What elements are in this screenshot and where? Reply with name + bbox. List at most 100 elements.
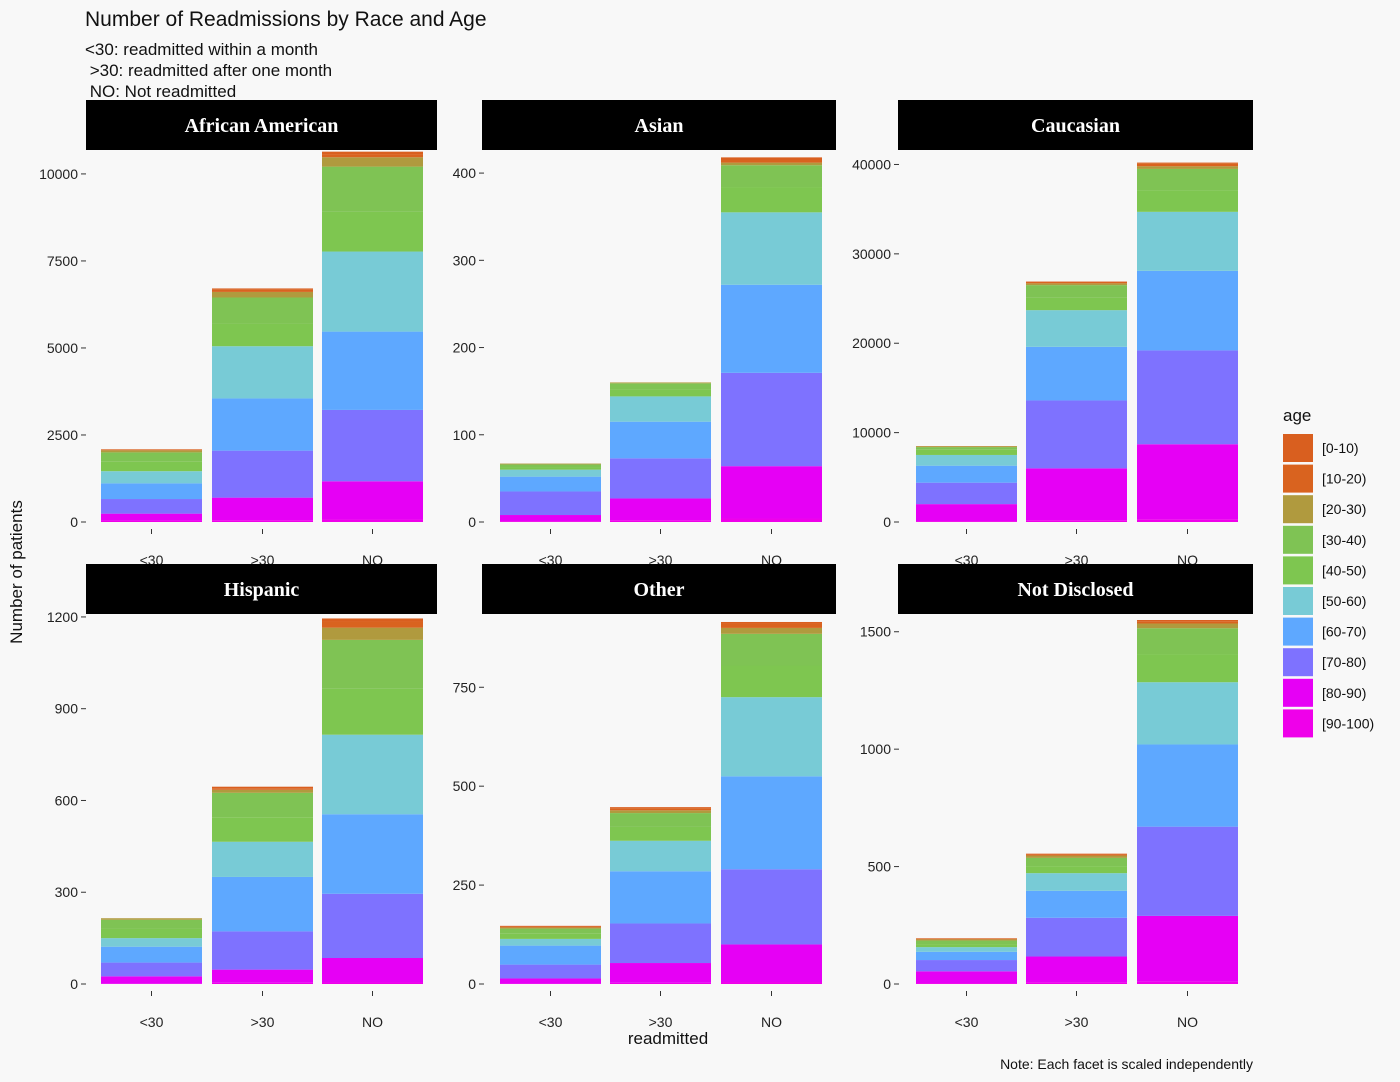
subtitle-line-2: >30: readmitted after one month	[85, 61, 332, 80]
bar-segment-80-90	[500, 515, 601, 521]
bar-segment-80-90	[610, 498, 711, 520]
bar-segment-80-90	[322, 958, 423, 982]
bar-segment-80-90	[212, 498, 313, 521]
bar-segment-50-60	[212, 842, 313, 877]
bar-segment-50-60	[322, 735, 423, 815]
bar-segment-10-20	[101, 450, 202, 451]
bar-segment-20-30	[916, 446, 1017, 447]
legend-swatch-30-40	[1283, 526, 1313, 554]
bar-segment-30-40	[101, 452, 202, 461]
bar-segment-40-50	[101, 462, 202, 471]
bar-segment-30-40	[101, 920, 202, 929]
legend-swatch-90-100	[1283, 709, 1313, 737]
y-axis-title: Number of patients	[7, 500, 26, 644]
bar-segment-0-10	[322, 152, 423, 154]
y-tick-label: 1500	[860, 624, 891, 640]
facet-hispanic: Hispanic 0 300 600 900 1200 <30 >30 NO	[47, 564, 437, 1030]
bar-segment-70-80	[212, 451, 313, 498]
bar-segment-80-90	[610, 963, 711, 983]
bar-segment-90-100	[916, 983, 1017, 984]
legend-label-90-100: [90-100)	[1322, 715, 1374, 731]
bar-segment-60-70	[1137, 744, 1238, 826]
bar-segment-30-40	[1137, 169, 1238, 190]
bar-segment-70-80	[610, 458, 711, 498]
legend-swatch-40-50	[1283, 556, 1313, 584]
bar-segment-50-60	[721, 212, 822, 284]
bar-segment-50-60	[500, 939, 601, 946]
bar-segment-70-80	[721, 869, 822, 944]
bar-segment-70-80	[916, 960, 1017, 971]
y-tick-label: 750	[453, 679, 477, 695]
facet-strip-label: Not Disclosed	[1017, 579, 1133, 601]
bar-segment-20-30	[1026, 283, 1127, 285]
bar-segment-60-70	[212, 877, 313, 931]
bar-segment-20-30	[101, 450, 202, 452]
y-tick-label: 7500	[47, 253, 78, 269]
bar-segment-80-90	[1137, 444, 1238, 519]
y-tick-label: 40000	[852, 156, 891, 172]
bar-segment-70-80	[610, 923, 711, 963]
bar-segment-0-10	[322, 618, 423, 621]
bar-segment-90-100	[212, 983, 313, 984]
legend-swatch-50-60	[1283, 587, 1313, 615]
bar-segment-90-100	[1026, 982, 1127, 984]
bar-segment-20-30	[500, 464, 601, 465]
bar-segment-0-10	[212, 288, 313, 289]
x-tick-label: >30	[1065, 1014, 1089, 1030]
bar-segment-60-70	[721, 285, 822, 373]
bar-segment-0-10	[721, 622, 822, 624]
bar-segment-10-20	[721, 160, 822, 163]
bar-segment-40-50	[101, 929, 202, 938]
bar-segment-30-40	[1026, 858, 1127, 866]
y-tick-label: 1000	[860, 741, 891, 757]
bar-segment-30-40	[212, 793, 313, 817]
bar-segment-60-70	[322, 814, 423, 894]
bar-segment-50-60	[101, 471, 202, 483]
bar-segment-70-80	[322, 894, 423, 958]
bar-segment-30-40	[500, 464, 601, 467]
y-tick-label: 300	[55, 884, 79, 900]
bar-segment-20-30	[1026, 856, 1127, 858]
bar-segment-90-100	[322, 982, 423, 984]
bar-segment-80-90	[721, 944, 822, 982]
bar-segment-0-10	[1137, 163, 1238, 164]
bar-segment-40-50	[916, 450, 1017, 455]
y-tick-label: 5000	[47, 340, 78, 356]
bar-segment-50-60	[101, 938, 202, 947]
bar-segment-10-20	[500, 927, 601, 928]
y-tick-label: 0	[468, 976, 476, 992]
legend-swatch-20-30	[1283, 495, 1313, 523]
bar-segment-50-60	[322, 252, 423, 332]
bar-segment-50-60	[1026, 310, 1127, 347]
bar-segment-10-20	[212, 290, 313, 292]
bar-segment-0-10	[610, 807, 711, 808]
bar-segment-40-50	[1026, 298, 1127, 311]
bar-segment-50-60	[721, 697, 822, 776]
bar-segment-30-40	[916, 941, 1017, 945]
legend-label-20-30: [20-30)	[1322, 501, 1366, 517]
bar-segment-20-30	[212, 790, 313, 793]
facet-strip-label: Asian	[635, 115, 684, 137]
bar-segment-10-20	[721, 624, 822, 628]
bar-segment-80-90	[721, 466, 822, 518]
bar-segment-90-100	[610, 983, 711, 984]
bar-segment-40-50	[500, 467, 601, 470]
bar-segment-70-80	[500, 491, 601, 515]
y-tick-label: 2500	[47, 427, 78, 443]
x-tick-label: NO	[1177, 1014, 1198, 1030]
bar-segment-40-50	[610, 389, 711, 396]
bar-segment-40-50	[1137, 654, 1238, 682]
x-tick-label: >30	[649, 1014, 673, 1030]
bar-segment-0-10	[721, 157, 822, 160]
legend-label-0-10: [0-10)	[1322, 440, 1359, 456]
bar-segment-40-50	[1026, 866, 1127, 873]
y-tick-label: 20000	[852, 335, 891, 351]
bar-segment-50-60	[500, 470, 601, 477]
y-tick-label: 10000	[852, 425, 891, 441]
y-tick-label: 0	[70, 976, 78, 992]
bar-segment-20-30	[610, 382, 711, 383]
legend-swatch-60-70	[1283, 618, 1313, 646]
bar-segment-30-40	[322, 167, 423, 212]
bar-segment-90-100	[721, 982, 822, 984]
bar-segment-90-100	[610, 520, 711, 522]
